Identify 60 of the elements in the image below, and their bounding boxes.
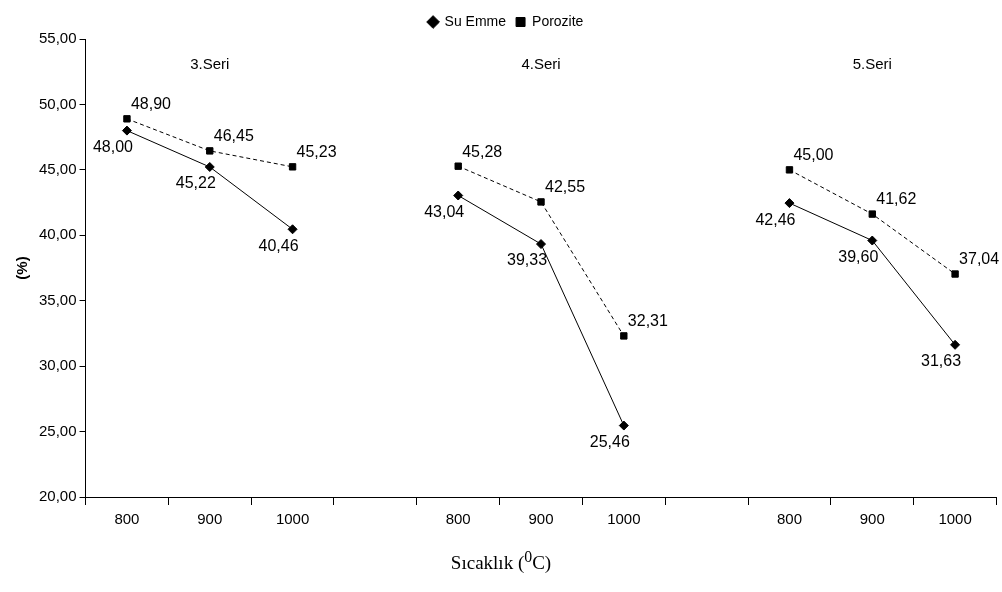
data-label: 43,04 [424,202,465,220]
point [950,339,961,350]
point [784,198,795,209]
y-tick-label: 20,00 [38,487,77,505]
data-label: 39,33 [506,251,548,269]
x-axis-title: Sıcaklık ($^{0}$C) [449,548,553,575]
data-label: 37,04 [959,250,1000,268]
data-label: 39,60 [838,247,879,265]
legend-label: Su Emme [444,12,507,29]
y-tick-label: 40,00 [38,225,77,243]
x-tick-label: 900 [197,510,223,528]
point [785,166,794,174]
data-label: 45,00 [793,146,834,164]
x-tick-label: 800 [776,510,802,528]
data-label: 45,22 [175,174,216,192]
data-label: 25,46 [589,432,630,450]
point [123,115,131,123]
data-label: 31,63 [921,352,962,370]
y-axis-title: (%) [13,256,31,280]
point [537,198,545,206]
y-tick-label: 55,00 [38,29,77,47]
data-label: 45,23 [296,143,337,161]
point [620,332,628,340]
annotation: 4.Seri [521,55,561,73]
y-tick-label: 25,00 [38,421,77,439]
point [868,210,876,218]
data-label: 46,45 [213,127,254,145]
x-tick-label: 900 [859,510,885,528]
y-tick-label: 45,00 [38,160,77,177]
point [454,162,462,170]
data-label: 41,62 [876,190,917,208]
annotation: 3.Seri [190,55,230,73]
data-label: 48,90 [130,95,172,113]
data-label: 48,00 [92,138,134,156]
y-tick-label: 35,00 [38,290,77,308]
point [206,147,214,155]
point [453,190,464,201]
y-tick-label: 50,00 [38,94,77,112]
x-tick-label: 1000 [938,510,972,528]
point [288,163,297,171]
data-label: 40,46 [258,236,299,254]
point [618,420,629,431]
annotation: 5.Seri [852,55,892,73]
x-tick-label: 800 [114,510,140,528]
point [536,239,547,250]
point [121,125,132,136]
y-tick-label: 30,00 [38,356,77,374]
point [287,224,298,235]
data-label: 42,55 [545,178,586,196]
x-tick-label: 1000 [275,510,310,528]
legend-label: Porozite [532,12,584,29]
data-label: 32,31 [627,312,668,330]
point [951,270,959,278]
x-tick-label: 800 [445,510,471,528]
point [867,235,878,246]
data-label: 45,28 [462,142,503,160]
data-label: 42,46 [755,210,796,228]
x-tick-label: 1000 [607,510,641,528]
x-tick-label: 900 [528,510,554,528]
point [204,161,215,172]
